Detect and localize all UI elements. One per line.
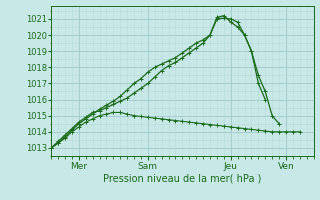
X-axis label: Pression niveau de la mer( hPa ): Pression niveau de la mer( hPa ) xyxy=(103,173,261,183)
